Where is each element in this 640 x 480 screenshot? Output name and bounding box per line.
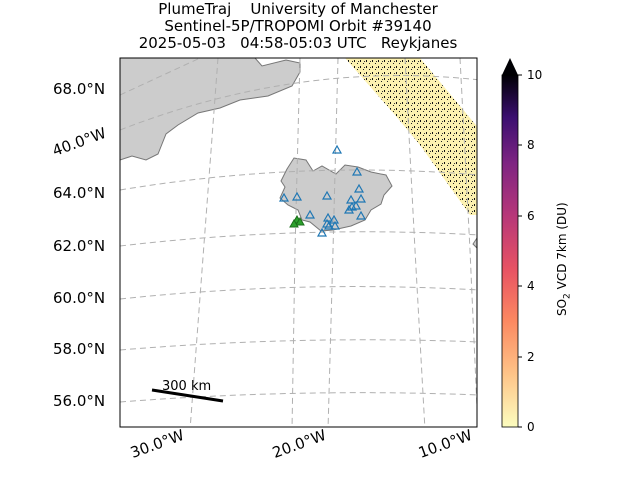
- lat-label-62n: 62.0°N: [53, 237, 106, 255]
- title-line-2: Sentinel-5P/TROPOMI Orbit #39140: [164, 17, 432, 35]
- gridline-15w: [404, 58, 426, 427]
- volcano-marker: [345, 194, 357, 204]
- colorbar-label: SO2 VCD 7km (DU): [555, 202, 572, 316]
- volcano-marker: [291, 191, 303, 201]
- colorbar-label-rest: VCD 7km (DU): [555, 202, 569, 294]
- colorbar-tick-2: 2: [527, 350, 535, 364]
- scale-bar: [151, 388, 224, 403]
- colorbar-frame: [501, 74, 519, 428]
- volcano-marker: [351, 166, 363, 176]
- volcano-marker: [355, 193, 367, 203]
- title-line-3: 2025-05-03 04:58-05:03 UTC Reykjanes: [138, 34, 458, 52]
- volcano-marker: [323, 220, 335, 230]
- lat-label-68n: 68.0°N: [53, 80, 106, 98]
- colorbar-label-main: SO: [555, 298, 569, 316]
- vent-marker: [289, 218, 299, 228]
- volcano-marker: [343, 204, 355, 214]
- lat-label-64n: 64.0°N: [53, 184, 106, 202]
- vent-marker: [295, 216, 305, 226]
- gridline-64n: [120, 169, 477, 191]
- volcano-marker: [329, 220, 341, 230]
- volcano-marker: [350, 200, 362, 210]
- gridline-30w: [189, 58, 219, 427]
- map-panel: 300 km: [119, 57, 478, 428]
- gridline-60n: [120, 286, 477, 300]
- gridline-62n: [120, 231, 477, 247]
- gridline-20w: [327, 58, 339, 427]
- gridline-66n: [120, 75, 477, 131]
- gridline-25w: [291, 58, 301, 427]
- tropomi-swath: [345, 58, 477, 215]
- title-line-1: PlumeTraj University of Manchester: [158, 0, 438, 18]
- gridlines: [120, 58, 477, 427]
- iceland-landmass: [279, 157, 393, 232]
- scale-bar-label: 300 km: [162, 379, 211, 394]
- lat-label-58n: 58.0°N: [53, 340, 106, 358]
- colorbar-extend-arrow: [502, 58, 518, 75]
- gridline-56n: [120, 392, 477, 403]
- map-frame: [119, 57, 478, 428]
- vent-markers: [289, 214, 305, 228]
- volcano-marker: [331, 144, 343, 154]
- colorbar-tick-6: 6: [527, 209, 535, 223]
- volcano-marker: [321, 190, 333, 200]
- europe-edge: [472, 237, 477, 249]
- colorbar: [501, 58, 522, 428]
- gridline-58n: [120, 339, 477, 351]
- colorbar-tick-8: 8: [527, 138, 535, 152]
- colorbar-label-sub: 2: [562, 293, 573, 299]
- volcano-marker: [316, 227, 328, 237]
- colorbar-tick-0: 0: [527, 420, 535, 434]
- volcano-markers: [278, 144, 367, 237]
- lat-label-60n: 60.0°N: [53, 289, 106, 307]
- gridline-10w: [459, 58, 477, 419]
- volcano-marker: [304, 209, 316, 219]
- lat-label-56n: 56.0°N: [53, 392, 106, 410]
- volcano-marker: [321, 218, 333, 228]
- colorbar-tick-10: 10: [527, 68, 543, 82]
- volcano-marker: [355, 210, 367, 220]
- colorbar-ticks: [518, 74, 522, 428]
- volcano-marker: [278, 192, 290, 202]
- gridline-40w: [120, 58, 201, 96]
- colorbar-tick-4: 4: [527, 279, 535, 293]
- greenland-landmass: [120, 58, 301, 161]
- colorbar-gradient: [502, 75, 518, 427]
- volcano-marker: [353, 183, 365, 193]
